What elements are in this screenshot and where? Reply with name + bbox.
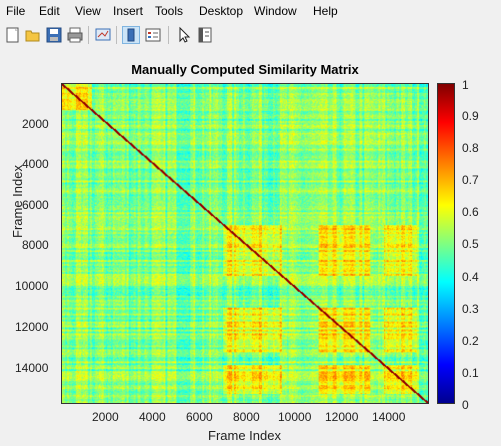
menu-file[interactable]: File bbox=[6, 4, 26, 18]
y-axis-label: Frame Index bbox=[10, 165, 25, 238]
y-tick-6000: 6000 bbox=[22, 198, 49, 212]
y-tick-10000: 10000 bbox=[15, 279, 49, 293]
colorbar-tick-0: 0 bbox=[462, 398, 469, 412]
open-file-icon[interactable] bbox=[24, 26, 42, 44]
y-tick-2000: 2000 bbox=[22, 117, 49, 131]
toggle-colorbar-icon[interactable] bbox=[122, 26, 140, 44]
colorbar-tick-0.4: 0.4 bbox=[462, 270, 479, 284]
y-tick-8000: 8000 bbox=[22, 238, 49, 252]
pointer-icon[interactable] bbox=[175, 26, 193, 44]
x-tick-14000: 14000 bbox=[372, 410, 406, 424]
x-tick-12000: 12000 bbox=[325, 410, 359, 424]
x-tick-4000: 4000 bbox=[139, 410, 166, 424]
chart-title: Manually Computed Similarity Matrix bbox=[131, 62, 359, 77]
colorbar-tick-1: 1 bbox=[462, 78, 469, 92]
colorbar-tick-0.8: 0.8 bbox=[462, 141, 479, 155]
x-tick-2000: 2000 bbox=[92, 410, 119, 424]
y-tick-14000: 14000 bbox=[15, 361, 49, 375]
colorbar-tick-0.6: 0.6 bbox=[462, 205, 479, 219]
colorbar-tick-0.9: 0.9 bbox=[462, 109, 479, 123]
x-tick-6000: 6000 bbox=[186, 410, 213, 424]
property-editor-icon[interactable] bbox=[196, 26, 214, 44]
link-plot-icon[interactable] bbox=[94, 26, 112, 44]
similarity-matrix-heatmap[interactable] bbox=[61, 83, 429, 404]
menu-tools[interactable]: Tools bbox=[155, 4, 184, 18]
new-figure-icon[interactable] bbox=[4, 26, 22, 44]
menu-desktop[interactable]: Desktop bbox=[199, 4, 244, 18]
print-icon[interactable] bbox=[66, 26, 84, 44]
menu-insert[interactable]: Insert bbox=[113, 4, 144, 18]
menu-window[interactable]: Window bbox=[254, 4, 297, 18]
menu-edit[interactable]: Edit bbox=[39, 4, 60, 18]
y-tick-12000: 12000 bbox=[15, 320, 49, 334]
y-tick-4000: 4000 bbox=[22, 157, 49, 171]
colorbar-tick-0.2: 0.2 bbox=[462, 334, 479, 348]
menu-help[interactable]: Help bbox=[313, 4, 338, 18]
menu-view[interactable]: View bbox=[75, 4, 101, 18]
colorbar-tick-0.5: 0.5 bbox=[462, 237, 479, 251]
x-tick-8000: 8000 bbox=[233, 410, 260, 424]
x-tick-10000: 10000 bbox=[278, 410, 312, 424]
colorbar[interactable] bbox=[437, 83, 455, 404]
colorbar-tick-0.1: 0.1 bbox=[462, 366, 479, 380]
toolbar bbox=[0, 22, 501, 49]
colorbar-tick-0.3: 0.3 bbox=[462, 302, 479, 316]
colorbar-tick-0.7: 0.7 bbox=[462, 173, 479, 187]
insert-legend-icon[interactable] bbox=[144, 26, 162, 44]
save-icon[interactable] bbox=[45, 26, 63, 44]
menu-bar: File Edit View Insert Tools Desktop Wind… bbox=[0, 0, 501, 22]
x-axis-label: Frame Index bbox=[208, 428, 281, 443]
